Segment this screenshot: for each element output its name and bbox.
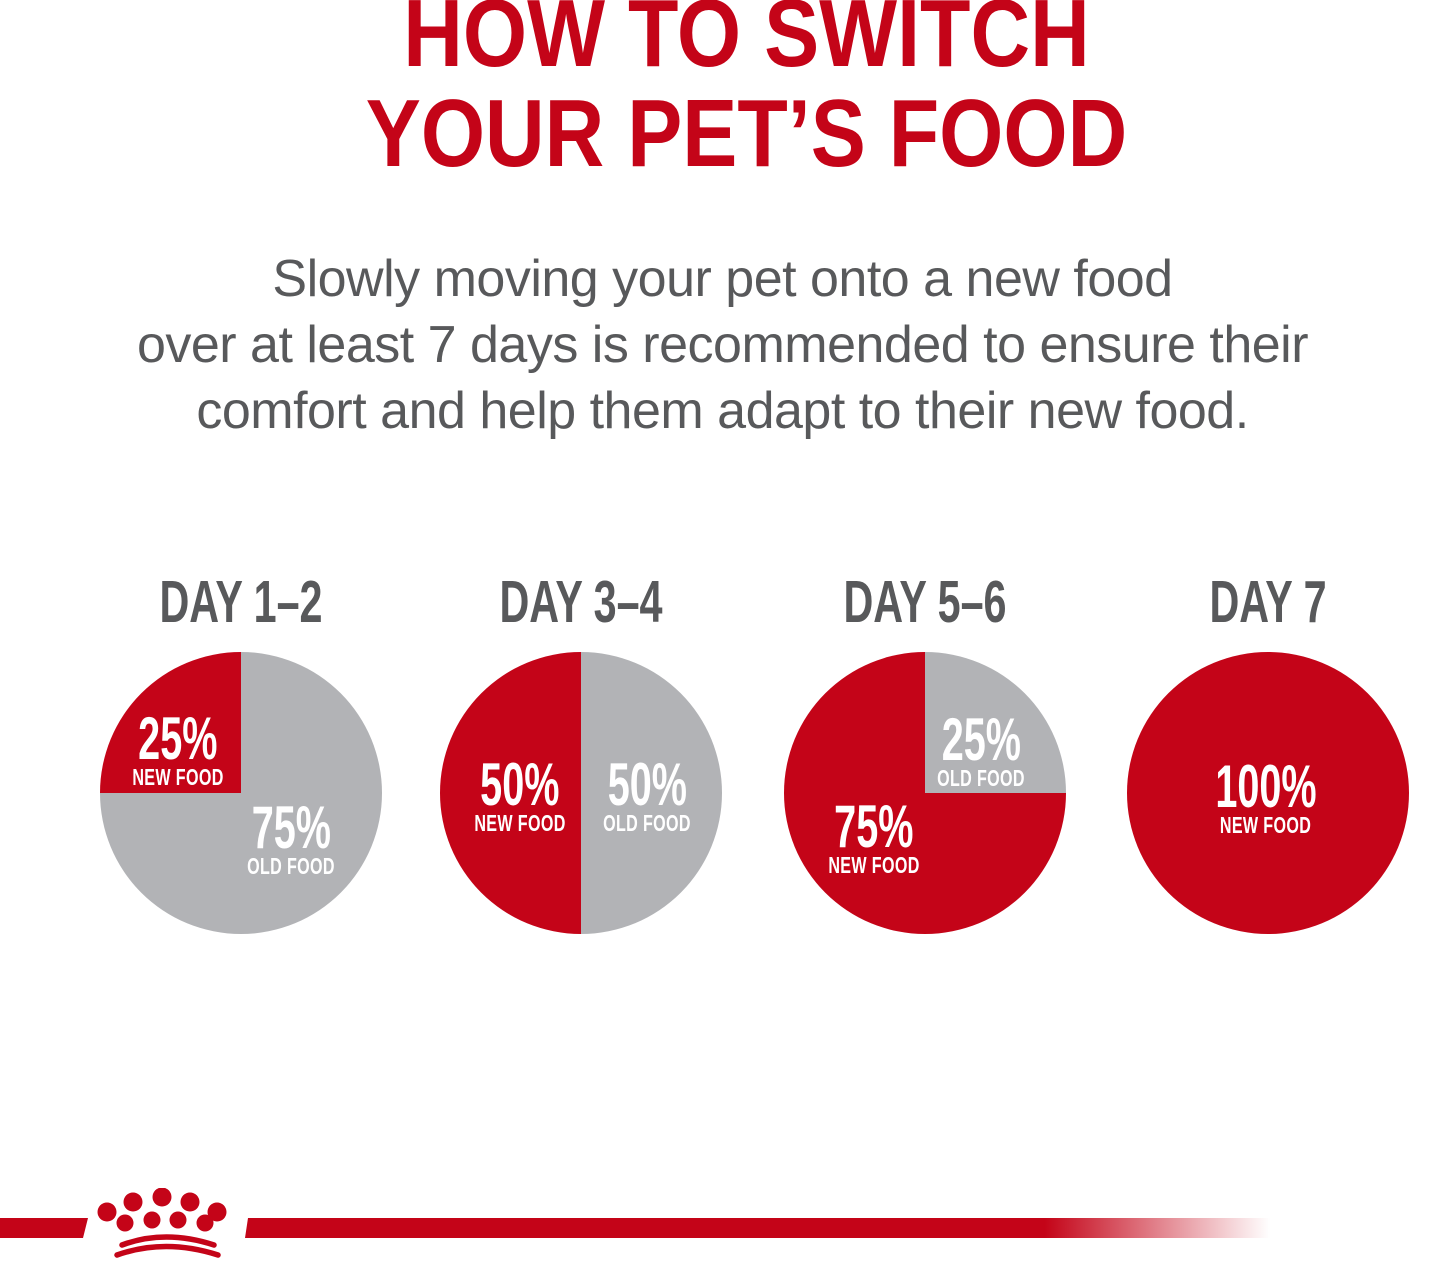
new-food-percent: 75% [834,793,914,860]
old-food-name: OLD FOOD [247,853,335,879]
new-food-slice-label: 25% NEW FOOD [113,705,244,790]
day-5-6-column: DAY 5–6 25% OLD FOOD 75% NEW FOOD [784,569,1066,934]
old-food-percent: 25% [941,706,1021,773]
day-7-column: DAY 7 100% NEW FOOD [1127,569,1409,934]
intro-line-3: comfort and help them adapt to their new… [196,382,1249,440]
day-7-pie-chart: 100% NEW FOOD [1127,652,1409,934]
new-food-percent: 50% [480,751,560,818]
intro-line-2: over at least 7 days is recommended to e… [136,316,1309,374]
day-1-2-label: DAY 1–2 [159,569,323,635]
day-3-4-pie-chart: 50% NEW FOOD 50% OLD FOOD [440,652,722,934]
old-food-slice-label: 25% OLD FOOD [918,706,1043,791]
new-food-name: NEW FOOD [1220,812,1312,838]
old-food-name: OLD FOOD [937,765,1025,791]
day-7-label: DAY 7 [1209,569,1327,635]
new-food-percent: 25% [138,705,218,772]
page-title-line-2: YOUR PET’S FOOD [365,80,1128,187]
intro-line-1: Slowly moving your pet onto a new food [272,250,1173,308]
footer-bar-left [0,1218,88,1238]
new-food-name: NEW FOOD [132,764,224,790]
old-food-name: OLD FOOD [603,810,691,836]
royal-canin-crown-icon [97,1188,227,1258]
old-food-percent: 50% [607,751,687,818]
new-food-slice-label: 75% NEW FOOD [809,793,940,878]
day-5-6-label: DAY 5–6 [843,569,1007,635]
footer-bar-right [245,1218,1270,1238]
page-title-line-1: HOW TO SWITCH [403,0,1090,87]
day-3-4-column: DAY 3–4 50% NEW FOOD 50% OLD FOOD [440,569,722,934]
old-food-slice-label: 75% OLD FOOD [228,794,353,879]
day-5-6-pie-chart: 25% OLD FOOD 75% NEW FOOD [784,652,1066,934]
old-food-percent: 75% [251,794,331,861]
old-food-slice-label: 50% OLD FOOD [584,751,709,836]
day-3-4-label: DAY 3–4 [499,569,663,635]
new-food-slice-label: 100% NEW FOOD [1189,753,1342,838]
new-food-percent: 100% [1215,753,1317,820]
day-1-2-pie-chart: 25% NEW FOOD 75% OLD FOOD [100,652,382,934]
new-food-name: NEW FOOD [474,810,566,836]
day-1-2-column: DAY 1–2 25% NEW FOOD 75% OLD FOOD [100,569,382,934]
new-food-slice-label: 50% NEW FOOD [455,751,586,836]
page-title: HOW TO SWITCH YOUR PET’S FOOD [125,0,1368,184]
new-food-name: NEW FOOD [828,852,920,878]
intro-text: Slowly moving your pet onto a new food o… [0,246,1445,444]
